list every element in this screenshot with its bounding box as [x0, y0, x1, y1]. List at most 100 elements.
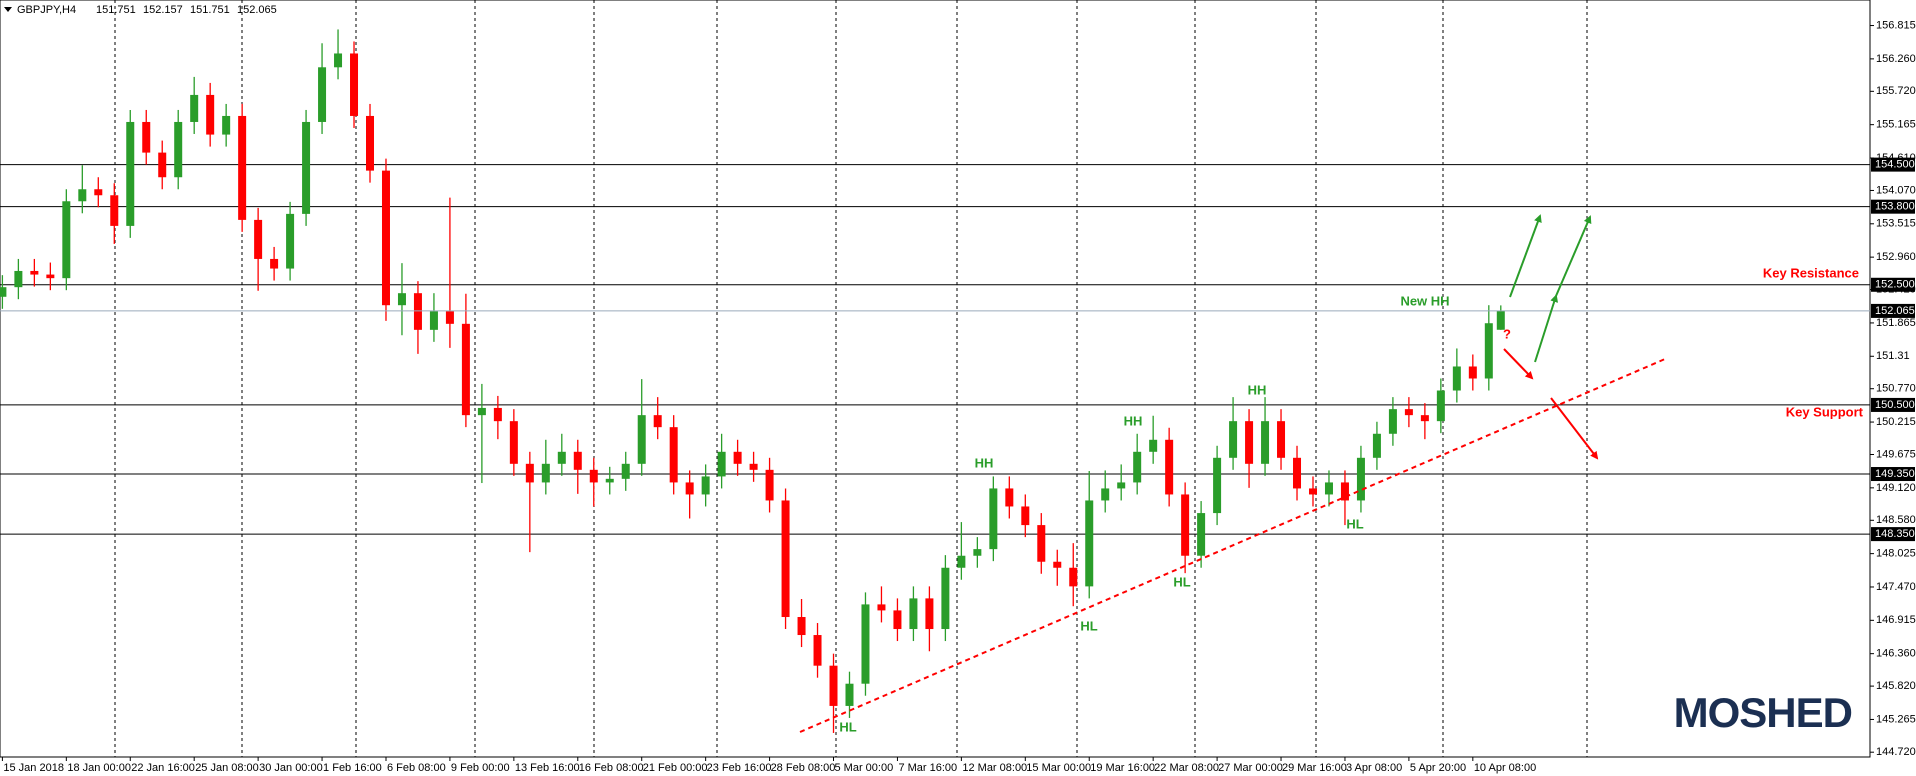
- candle-body: [957, 555, 966, 568]
- x-tick-label: 5 Apr 20:00: [1410, 762, 1466, 774]
- candle-body: [1085, 500, 1094, 587]
- candle-body: [589, 469, 598, 483]
- x-tick-label: 27 Mar 00:00: [1218, 762, 1283, 774]
- y-tick-label: 156.260: [1876, 53, 1916, 65]
- header-close: 152.065: [237, 4, 277, 16]
- candle-body: [397, 293, 406, 306]
- candle-body: [1484, 323, 1493, 379]
- candle-body: [334, 53, 343, 68]
- y-tick-label: 155.720: [1876, 85, 1916, 97]
- x-tick-label: 9 Feb 00:00: [451, 762, 510, 774]
- candle-body: [190, 94, 199, 122]
- candle-body: [765, 469, 774, 501]
- annotation: Key Resistance: [1763, 265, 1859, 280]
- level-box: [1871, 397, 1915, 412]
- candle-body: [829, 665, 838, 706]
- candle-body: [925, 598, 934, 630]
- arrow: [1534, 294, 1558, 363]
- candle-body: [0, 287, 7, 297]
- logo: MOSHED: [1674, 689, 1852, 736]
- candle-body: [302, 121, 311, 214]
- y-tick-label: 151.31: [1876, 350, 1910, 362]
- candle-body: [1324, 482, 1333, 495]
- annotation: HH: [1248, 382, 1267, 397]
- y-tick-label: 155.165: [1876, 119, 1916, 131]
- candle-body: [653, 415, 662, 428]
- x-tick-label: 15 Mar 00:00: [1026, 762, 1091, 774]
- x-tick-label: 1 Feb 16:00: [323, 762, 382, 774]
- candle-body: [749, 463, 758, 470]
- candle-body: [62, 201, 71, 279]
- plot-frame: [0, 0, 1871, 758]
- candle-body: [174, 121, 183, 178]
- y-tick-label: 149.675: [1876, 448, 1916, 460]
- level-box: [1871, 199, 1915, 214]
- candle-body: [30, 270, 39, 275]
- y-tick-label: 146.360: [1876, 648, 1916, 660]
- annotation: HL: [1080, 618, 1097, 633]
- current-price-box: [1871, 303, 1915, 318]
- candle-body: [110, 195, 119, 226]
- x-tick-label: 16 Feb 08:00: [579, 762, 644, 774]
- candle-body: [413, 293, 422, 330]
- annotation: ?: [1503, 326, 1511, 341]
- candle-body: [941, 567, 950, 630]
- candle-body: [126, 121, 135, 226]
- candle-body: [685, 482, 694, 495]
- candle-body: [717, 451, 726, 477]
- candle-body: [733, 451, 742, 464]
- x-tick-label: 30 Jan 00:00: [259, 762, 323, 774]
- candle-body: [557, 451, 566, 464]
- candle-body: [1372, 433, 1381, 458]
- candle-body: [477, 407, 486, 416]
- x-tick-label: 12 Mar 08:00: [962, 762, 1027, 774]
- header-low: 151.751: [190, 4, 230, 16]
- x-tick-label: 25 Jan 08:00: [195, 762, 259, 774]
- candle-body: [909, 598, 918, 630]
- candle-body: [46, 274, 55, 279]
- candle-body: [1340, 482, 1349, 501]
- candle-body: [525, 463, 534, 483]
- arrow: [1555, 215, 1592, 297]
- annotation: HH: [975, 455, 994, 470]
- x-tick-label: 6 Feb 08:00: [387, 762, 446, 774]
- annotation: HL: [839, 719, 856, 734]
- level-box: [1871, 277, 1915, 292]
- x-tick-label: 5 Mar 00:00: [835, 762, 894, 774]
- candle-body: [1404, 409, 1413, 416]
- candle-body: [1101, 488, 1110, 501]
- candle-body: [1245, 421, 1254, 464]
- candle-body: [1356, 457, 1365, 501]
- y-tick-label: 154.070: [1876, 184, 1916, 196]
- y-tick-label: 146.915: [1876, 614, 1916, 626]
- x-tick-label: 7 Mar 16:00: [898, 762, 957, 774]
- candle-body: [1117, 482, 1126, 489]
- candle-body: [845, 683, 854, 706]
- level-label: 150.500: [1875, 399, 1915, 411]
- candle-body: [350, 53, 359, 116]
- level-label: 148.350: [1875, 528, 1915, 540]
- x-tick-label: 23 Feb 16:00: [707, 762, 772, 774]
- arrow: [1509, 214, 1542, 298]
- candle-body: [381, 170, 390, 306]
- candle-body: [1436, 390, 1445, 422]
- candle-body: [493, 407, 502, 422]
- candle-body: [1037, 525, 1046, 562]
- candle-body: [142, 121, 151, 153]
- annotation: Key Support: [1786, 404, 1864, 419]
- candle-body: [669, 427, 678, 483]
- trendline: [799, 358, 1666, 733]
- candle-body: [286, 213, 295, 269]
- y-tick-label: 153.515: [1876, 218, 1916, 230]
- level-label: 154.500: [1875, 159, 1915, 171]
- y-tick-label: 149.120: [1876, 482, 1916, 494]
- candle-body: [797, 617, 806, 636]
- candle-body: [1197, 513, 1206, 556]
- candle-body: [1452, 366, 1461, 391]
- candle-body: [14, 270, 23, 288]
- candle-body: [222, 115, 231, 135]
- level-label: 152.500: [1875, 279, 1915, 291]
- y-tick-label: 148.580: [1876, 514, 1916, 526]
- arrow: [1550, 397, 1599, 460]
- candle-body: [573, 451, 582, 470]
